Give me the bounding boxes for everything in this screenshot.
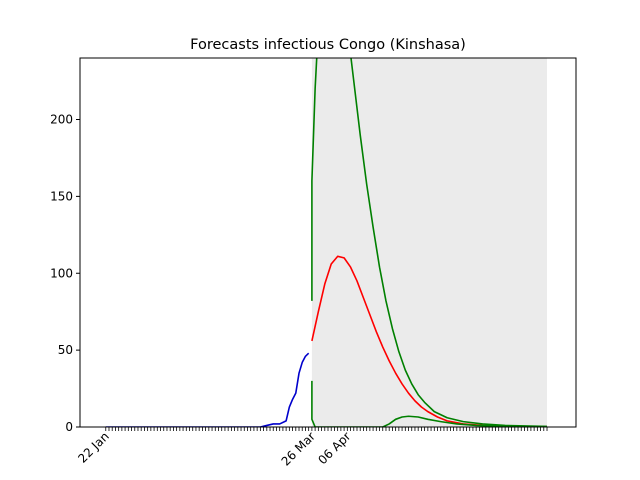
series-line-upper-bound <box>311 58 548 427</box>
series-line-forecast <box>311 255 548 427</box>
x-tick-label: 26 Mar <box>279 429 318 468</box>
chart-title: Forecasts infectious Congo (Kinshasa) <box>190 37 466 53</box>
y-tick-label: 50 <box>58 343 73 357</box>
y-tick-label: 0 <box>65 420 73 434</box>
y-tick-label: 100 <box>50 266 73 280</box>
confidence-band <box>311 58 548 427</box>
y-tick-label: 200 <box>50 113 73 127</box>
x-tick-label: 06 Apr <box>315 429 353 467</box>
x-tick-label: 22 Jan <box>75 429 111 465</box>
series-line-lower-bound <box>311 380 548 427</box>
y-tick-label: 150 <box>50 189 73 203</box>
